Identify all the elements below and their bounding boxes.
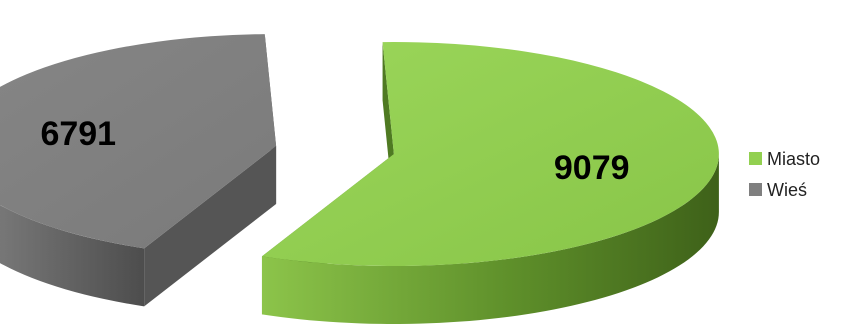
legend-swatch-wies <box>749 183 762 196</box>
legend-item-wies: Wieś <box>749 174 820 205</box>
pie-slice-wies-cut-face-1 <box>144 146 277 307</box>
data-label-miasto: 9079 <box>554 149 630 187</box>
pie-slice-miasto-side <box>261 153 719 324</box>
pie-slice-miasto <box>261 41 719 324</box>
legend-item-miasto: Miasto <box>749 143 820 174</box>
pie-slice-wies-side <box>0 205 145 307</box>
data-label-wies: 6791 <box>40 115 116 153</box>
pie-slice-wies-top <box>0 34 277 249</box>
legend-swatch-miasto <box>749 152 762 165</box>
legend: Miasto Wieś <box>749 143 820 205</box>
legend-label-miasto: Miasto <box>767 148 821 169</box>
pie-slice-miasto-top <box>261 41 719 266</box>
pie-slice-wies <box>0 34 277 307</box>
legend-label-wies: Wieś <box>767 179 807 200</box>
